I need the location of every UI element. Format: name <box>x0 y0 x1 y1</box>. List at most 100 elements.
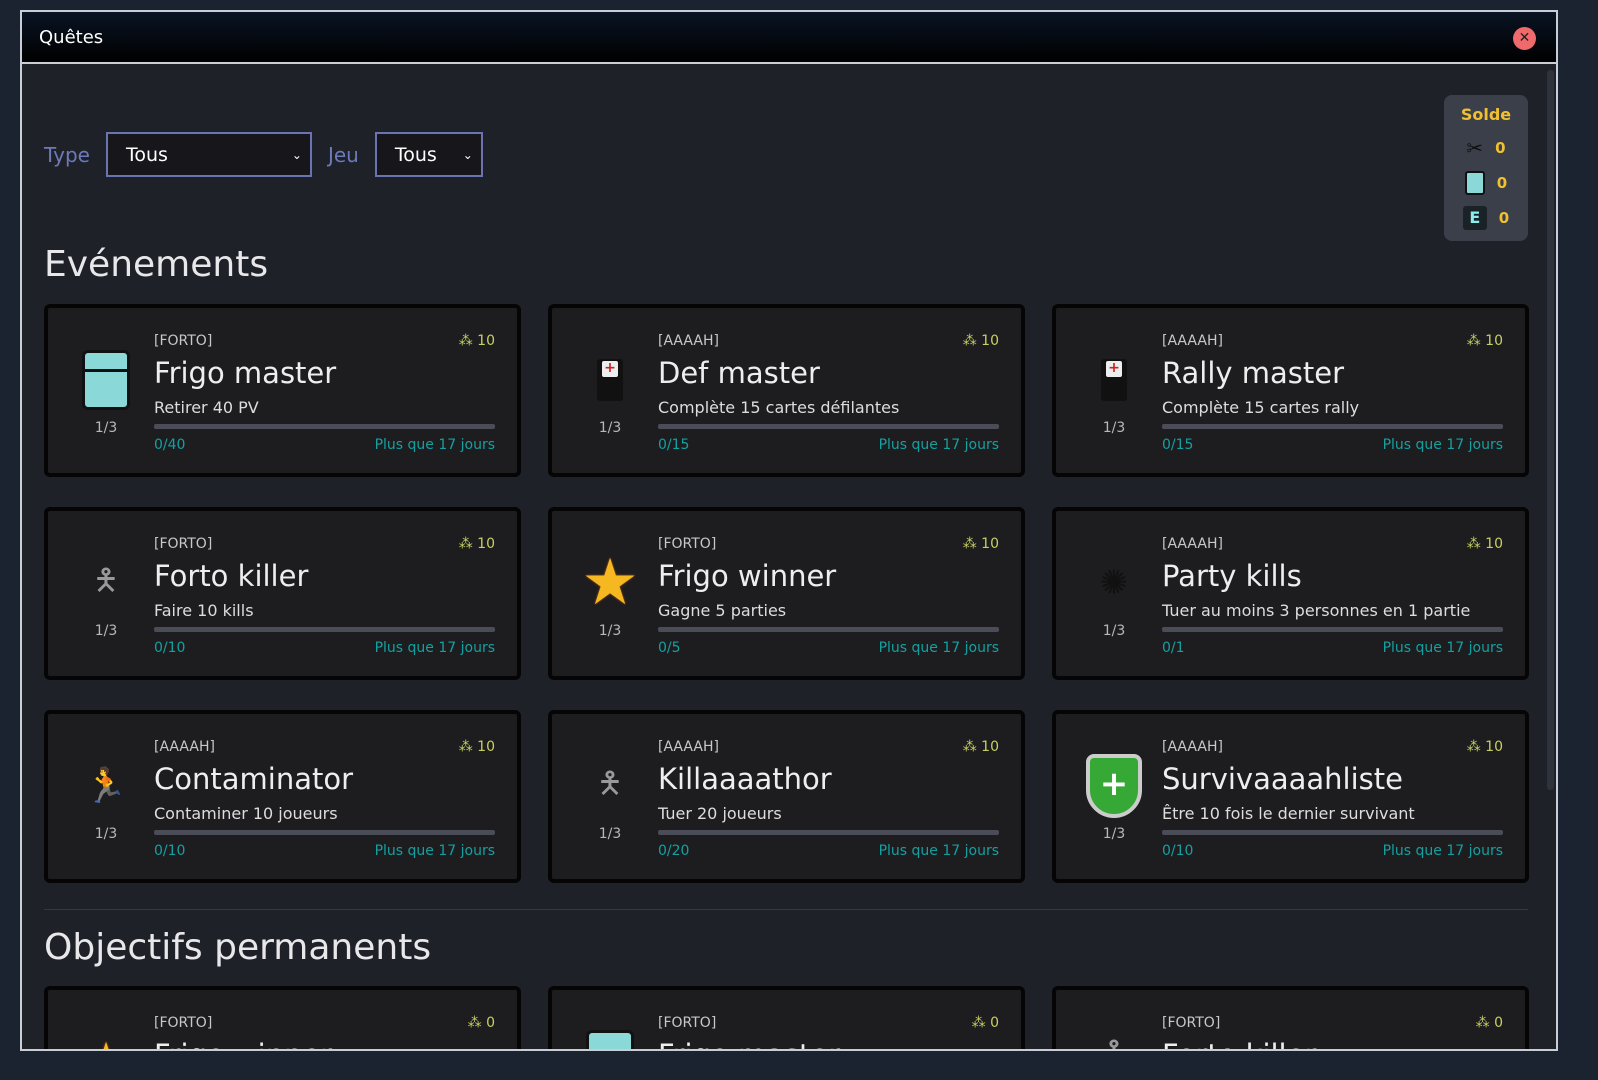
quest-game-tag: [FORTO] <box>154 333 213 349</box>
quest-step: 1/3 <box>1102 420 1126 436</box>
quest-card[interactable]: 🯅 [FORTO] ⁂ 0 Forto killer <box>1052 986 1529 1049</box>
star-icon: ★ <box>76 1030 136 1049</box>
progress-bar <box>658 830 999 835</box>
points-icon: ⁂ <box>971 1015 991 1031</box>
quest-name: Frigo master <box>154 356 337 390</box>
quest-expiry: Plus que 17 jours <box>374 640 495 656</box>
quest-name: Forto killer <box>1162 1038 1316 1049</box>
points-value: 10 <box>1485 333 1503 349</box>
close-icon[interactable]: ✕ <box>1513 27 1536 50</box>
quest-card[interactable]: 🯅 [AAAAH] ⁂ 10 Killaaaathor 1/3 Tuer 20 j… <box>548 710 1025 883</box>
points-icon: ⁂ <box>467 1015 487 1031</box>
quest-points: ⁂ 10 <box>1467 333 1503 349</box>
type-select-value: Tous <box>125 143 168 166</box>
points-icon: ⁂ <box>962 536 982 552</box>
quest-step: 1/3 <box>598 623 622 639</box>
quest-step: 1/3 <box>598 420 622 436</box>
quest-description: Gagne 5 parties <box>658 601 787 620</box>
quest-game-tag: [AAAAH] <box>1162 333 1223 349</box>
quest-progress: 0/10 <box>1162 843 1194 859</box>
quest-progress: 0/1 <box>1162 640 1185 656</box>
shield-icon: + <box>1084 754 1144 818</box>
quest-points: ⁂ 10 <box>459 333 495 349</box>
scrollbar[interactable] <box>1547 70 1554 790</box>
quest-card[interactable]: ★ [FORTO] ⁂ 0 Frigo winner <box>44 986 521 1049</box>
quest-step: 1/3 <box>1102 623 1126 639</box>
permanent-grid: ★ [FORTO] ⁂ 0 Frigo winner [FORTO] ⁂ 0 F… <box>44 986 1529 1049</box>
zombie-icon: 🏃 <box>84 766 128 806</box>
quest-name: Frigo winner <box>154 1038 332 1049</box>
quest-card[interactable]: [FORTO] ⁂ 10 Frigo master 1/3 Retirer 40 … <box>44 304 521 477</box>
quest-expiry: Plus que 17 jours <box>1382 640 1503 656</box>
balance-value: 0 <box>1495 138 1506 157</box>
points-value: 0 <box>1494 1015 1503 1031</box>
quest-game-tag: [FORTO] <box>658 1015 717 1031</box>
quest-card[interactable]: 🯅 [FORTO] ⁂ 10 Forto killer 1/3 Faire 10 … <box>44 507 521 680</box>
divider <box>44 909 1528 910</box>
progress-bar <box>658 627 999 632</box>
type-select[interactable]: Tous ⌄ <box>105 132 312 177</box>
quest-card[interactable]: [FORTO] ⁂ 0 Frigo master <box>548 986 1025 1049</box>
chevron-down-icon: ⌄ <box>462 147 473 162</box>
soldier-icon: 🯅 <box>596 765 624 801</box>
quest-progress: 0/40 <box>154 437 186 453</box>
quest-card[interactable]: [AAAAH] ⁂ 10 Def master 1/3 Complète 15 c… <box>548 304 1025 477</box>
quest-name: Rally master <box>1162 356 1345 390</box>
quest-game-tag: [FORTO] <box>658 536 717 552</box>
quest-points: ⁂ 10 <box>963 536 999 552</box>
quest-name: Frigo winner <box>658 559 837 593</box>
quest-step: 1/3 <box>94 826 118 842</box>
quest-card[interactable]: + [AAAAH] ⁂ 10 Survivaaaahliste 1/3 Être … <box>1052 710 1529 883</box>
quest-name: Killaaaathor <box>658 762 832 796</box>
points-value: 10 <box>1485 739 1503 755</box>
quest-expiry: Plus que 17 jours <box>878 640 999 656</box>
quest-description: Complète 15 cartes rally <box>1162 398 1360 417</box>
quest-name: Party kills <box>1162 559 1302 593</box>
points-value: 10 <box>477 739 495 755</box>
points-icon: ⁂ <box>1466 739 1486 755</box>
points-value: 10 <box>477 333 495 349</box>
progress-bar <box>154 627 495 632</box>
quest-card[interactable]: [AAAAH] ⁂ 10 Rally master 1/3 Complète 15… <box>1052 304 1529 477</box>
game-label: Jeu <box>327 142 359 167</box>
points-value: 10 <box>981 739 999 755</box>
quest-points: ⁂ 10 <box>963 739 999 755</box>
balance-value: 0 <box>1496 173 1508 192</box>
fridge-icon <box>580 1030 640 1049</box>
game-select-value: Tous <box>394 143 437 166</box>
quest-description: Tuer 20 joueurs <box>658 804 782 823</box>
progress-bar <box>1162 627 1503 632</box>
points-value: 10 <box>1485 536 1503 552</box>
quests-window: Quêtes ✕ Type Tous ⌄ Jeu Tous ⌄ Solde ✂ 0 0… <box>20 10 1558 1051</box>
quest-expiry: Plus que 17 jours <box>878 437 999 453</box>
quest-points: ⁂ 0 <box>468 1015 495 1031</box>
quest-card[interactable]: ✺ [AAAAH] ⁂ 10 Party kills 1/3 Tuer au mo… <box>1052 507 1529 680</box>
balance-title: Solde <box>1460 105 1512 124</box>
quest-game-tag: [AAAAH] <box>1162 536 1223 552</box>
quest-progress: 0/15 <box>1162 437 1194 453</box>
quest-step: 1/3 <box>94 420 118 436</box>
fridge-icon <box>76 348 136 412</box>
quest-game-tag: [FORTO] <box>154 536 213 552</box>
window-title: Quêtes <box>39 26 104 48</box>
quest-points: ⁂ 10 <box>459 536 495 552</box>
points-icon: ⁂ <box>458 536 478 552</box>
quest-card[interactable]: ★ [FORTO] ⁂ 10 Frigo winner 1/3 Gagne 5 p… <box>548 507 1025 680</box>
progress-bar <box>658 424 999 429</box>
points-icon: ⁂ <box>458 739 478 755</box>
quest-game-tag: [AAAAH] <box>658 333 719 349</box>
game-select[interactable]: Tous ⌄ <box>374 132 483 177</box>
star-icon: ★ <box>581 546 639 620</box>
medkit-icon <box>1084 348 1144 412</box>
quest-name: Contaminator <box>154 762 354 796</box>
filters: Type Tous ⌄ Jeu Tous ⌄ <box>44 132 483 177</box>
progress-bar <box>1162 830 1503 835</box>
splat-icon: ✺ <box>1099 563 1129 603</box>
soldier-icon: 🯅 <box>1084 1030 1144 1049</box>
quest-card[interactable]: 🏃 [AAAAH] ⁂ 10 Contaminator 1/3 Contamine… <box>44 710 521 883</box>
points-icon: ⁂ <box>962 333 982 349</box>
points-icon: ⁂ <box>962 739 982 755</box>
type-label: Type <box>44 142 90 167</box>
quest-progress: 0/15 <box>658 437 690 453</box>
